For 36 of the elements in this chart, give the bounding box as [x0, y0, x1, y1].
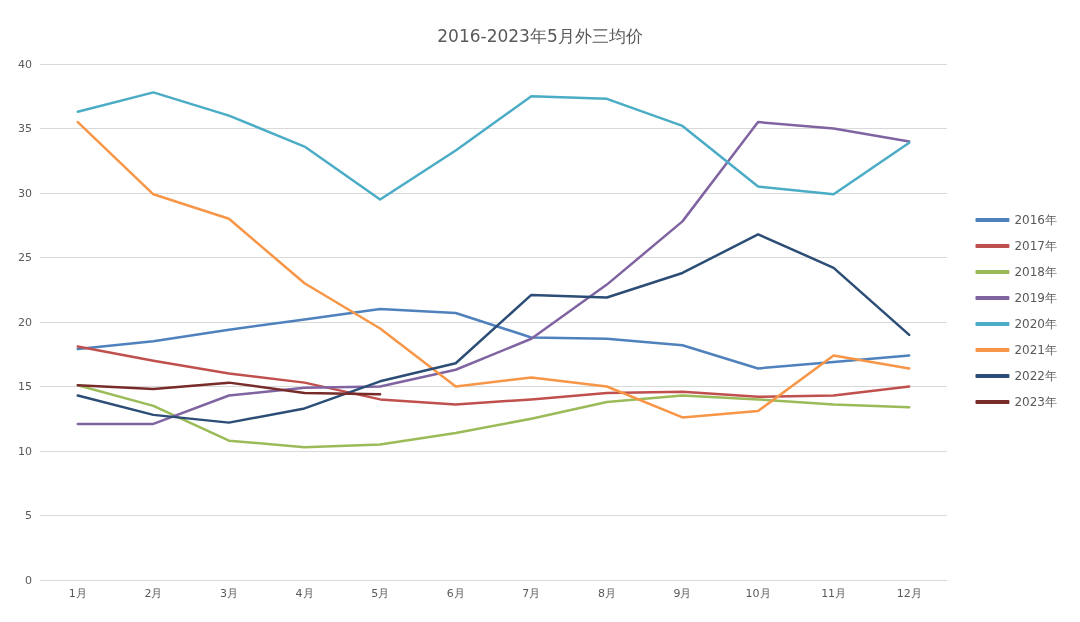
- line-series: [76, 345, 911, 406]
- line-series: [76, 91, 911, 201]
- x-tick-label: 4月: [295, 587, 314, 600]
- y-tick-label: 15: [18, 380, 32, 393]
- y-tick-label: 35: [18, 122, 32, 135]
- legend-label: 2018年: [1014, 265, 1058, 279]
- x-tick-label: 8月: [597, 587, 616, 600]
- x-tick-label: 9月: [673, 587, 692, 600]
- y-tick-label: 10: [18, 444, 32, 458]
- legend-label: 2017年: [1014, 239, 1058, 253]
- x-tick-label: 6月: [446, 587, 465, 600]
- x-tick-label: 5月: [371, 587, 390, 600]
- x-tick-label: 3月: [219, 587, 238, 600]
- legend-label: 2020年: [1014, 317, 1058, 331]
- chart-title: 2016-2023年5月外三均价: [437, 25, 643, 46]
- x-tick-label: 11月: [821, 587, 847, 600]
- y-tick-label: 0: [25, 573, 32, 587]
- legend-label: 2016年: [1014, 213, 1058, 227]
- legend-label: 2022年: [1014, 369, 1058, 383]
- line-series: [76, 307, 911, 370]
- legend-label: 2019年: [1014, 291, 1058, 305]
- y-tick-label: 30: [18, 186, 32, 200]
- x-tick-label: 12月: [896, 587, 922, 600]
- legend-label: 2023年: [1014, 395, 1058, 409]
- line-series: [76, 381, 382, 396]
- line-series: [76, 383, 911, 449]
- y-tick-label: 20: [18, 315, 32, 329]
- x-tick-label: 2月: [144, 587, 163, 600]
- x-tick-label: 10月: [745, 587, 771, 600]
- y-tick-label: 25: [18, 251, 32, 264]
- legend-label: 2021年: [1014, 343, 1058, 357]
- y-tick-label: 5: [25, 509, 32, 522]
- y-tick-label: 40: [18, 57, 32, 71]
- x-tick-label: 1月: [68, 587, 87, 600]
- x-tick-label: 7月: [522, 587, 541, 600]
- line-series: [76, 233, 911, 424]
